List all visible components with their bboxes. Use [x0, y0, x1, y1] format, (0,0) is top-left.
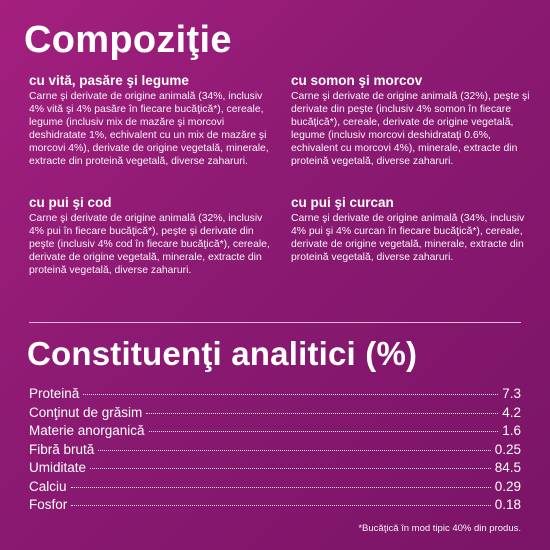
dotted-leader	[70, 486, 491, 488]
row-value: 0.25	[494, 441, 521, 457]
recipe-text: Carne şi derivate de origine animală (32…	[29, 213, 270, 276]
row-value: 0.29	[494, 478, 521, 494]
row-label: Calciu	[29, 478, 67, 494]
analytical-row-ash: Materie anorganică 1.6	[29, 422, 521, 441]
analytical-row-moisture: Umiditate 84.5	[29, 459, 521, 478]
composition-title: Compoziţie	[24, 19, 232, 61]
recipe-chicken-turkey: cu pui şi curcan Carne şi derivate de or…	[291, 195, 533, 264]
row-label: Materie anorganică	[29, 423, 145, 438]
row-value: 0.18	[494, 497, 521, 512]
recipe-name: cu somon şi morcov	[291, 73, 423, 88]
recipe-name: cu vită, pasăre şi legume	[29, 73, 189, 88]
section-divider	[29, 322, 521, 323]
dotted-leader	[71, 505, 491, 506]
dotted-leader	[83, 394, 499, 395]
row-value: 4.2	[502, 404, 521, 420]
row-label: Proteină	[29, 386, 80, 401]
row-value: 84.5	[494, 460, 521, 475]
analytical-row-protein: Proteină 7.3	[29, 385, 521, 404]
analytical-title: Constituenţi analitici (%)	[27, 335, 418, 372]
row-label: Umiditate	[29, 460, 87, 475]
row-label: Conţinut de grăsim	[29, 404, 143, 420]
recipe-text: Carne şi derivate de origine animală (32…	[291, 91, 530, 167]
recipe-salmon-carrot: cu somon şi morcov Carne şi derivate de …	[291, 73, 533, 168]
recipe-beef-poultry-vegetables: cu vită, pasăre şi legume Carne şi deriv…	[29, 73, 271, 168]
row-label: Fibră brută	[29, 441, 95, 457]
dotted-leader	[90, 468, 491, 469]
dotted-leader	[148, 431, 499, 432]
dotted-leader	[146, 412, 499, 414]
recipe-name: cu pui şi curcan	[291, 195, 394, 210]
dotted-leader	[98, 449, 491, 451]
recipe-chicken-cod: cu pui şi cod Carne şi derivate de origi…	[29, 195, 271, 277]
recipe-name: cu pui şi cod	[29, 195, 112, 210]
analytical-row-fibre: Fibră brută 0.25	[29, 441, 521, 460]
row-value: 7.3	[502, 386, 521, 401]
analytical-row-phosphorus: Fosfor 0.18	[29, 496, 521, 515]
recipe-text: Carne şi derivate de origine animală (34…	[29, 91, 269, 167]
footnote: *Bucăţică în mod tipic 40% din produs.	[358, 523, 521, 534]
recipe-text: Carne şi derivate de origine animală (34…	[291, 213, 525, 263]
row-value: 1.6	[502, 423, 521, 438]
analytical-table: Proteină 7.3 Conţinut de grăsim 4.2 Mate…	[29, 385, 521, 515]
analytical-row-fat: Conţinut de grăsim 4.2	[29, 404, 521, 423]
row-label: Fosfor	[29, 497, 68, 512]
analytical-row-calcium: Calciu 0.29	[29, 478, 521, 497]
